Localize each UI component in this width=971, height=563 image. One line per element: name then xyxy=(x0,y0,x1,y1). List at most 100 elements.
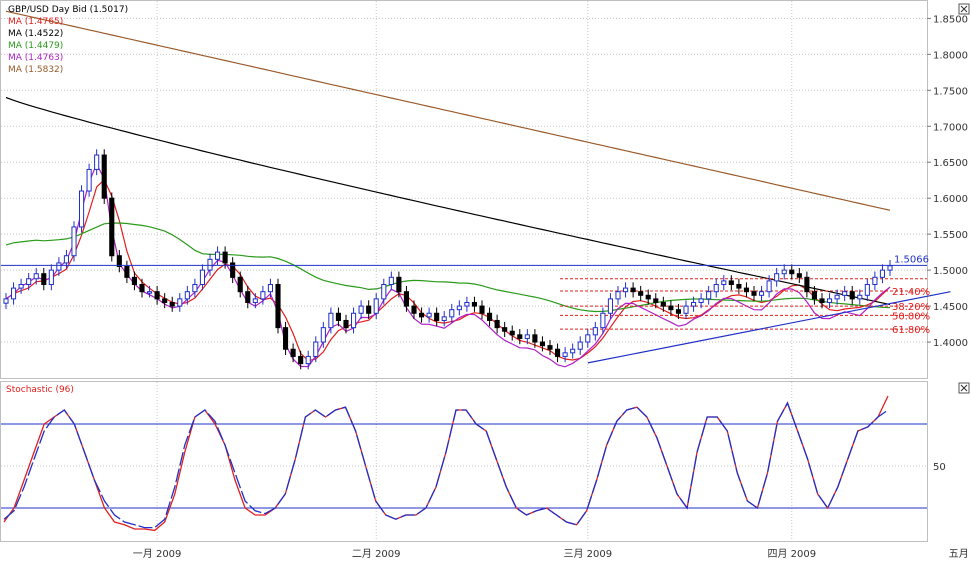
candle xyxy=(879,264,886,284)
candle xyxy=(653,293,659,309)
x-tick-label: 一月 2009 xyxy=(133,548,182,560)
candle xyxy=(94,149,100,176)
y-tick-label: 1.4000 xyxy=(933,338,968,349)
candle xyxy=(434,307,440,327)
fibonacci-levels: 21.40% 38.20%50.00% 61.80% xyxy=(560,278,930,336)
candle xyxy=(3,293,9,309)
moving-average-lines xyxy=(5,10,891,368)
candle xyxy=(154,285,160,305)
price-y-axis: 1.8500 1.8000 1.7500 1.7000 1.6500 1.6000 1.55… xyxy=(927,14,968,349)
candle xyxy=(607,293,614,320)
candle xyxy=(630,282,636,298)
candle xyxy=(532,329,538,348)
price-legend: GBP/USD Day Bid (1.5017) MA (1.4765) MA … xyxy=(8,5,128,75)
candle xyxy=(796,267,802,284)
candle xyxy=(524,329,530,345)
x-tick-label: 五月 2009 xyxy=(949,548,971,560)
candle xyxy=(10,282,17,305)
candle xyxy=(872,271,878,291)
candle xyxy=(230,257,236,284)
candle xyxy=(252,293,258,309)
candle xyxy=(766,275,772,298)
legend-ma-4: MA (1.4763) xyxy=(8,53,63,63)
candle xyxy=(214,246,221,266)
candle xyxy=(600,307,606,334)
moving-average-line xyxy=(5,222,891,313)
x-tick-label: 三月 2009 xyxy=(563,548,612,560)
candle xyxy=(313,336,319,363)
candle xyxy=(713,278,719,298)
candle xyxy=(668,300,674,316)
legend-ma-5: MA (1.5832) xyxy=(8,65,63,75)
candle xyxy=(48,264,54,291)
price-overlays: 1.5066 xyxy=(1,254,951,364)
candle xyxy=(486,307,493,327)
candle xyxy=(471,296,478,312)
moving-average-line xyxy=(5,178,891,362)
candle xyxy=(411,300,417,320)
candle xyxy=(320,321,326,348)
candle xyxy=(683,300,689,320)
y-tick-label: 1.7500 xyxy=(933,86,968,97)
y-tick-label: 1.5000 xyxy=(933,266,968,277)
candle xyxy=(426,307,432,323)
candle xyxy=(645,289,651,305)
candle xyxy=(849,285,855,305)
candle xyxy=(690,296,697,312)
chart-title: GBP/USD Day Bid (1.5017) xyxy=(8,5,128,15)
fibonacci-label: 38.20% xyxy=(892,302,930,313)
candle xyxy=(18,278,24,294)
candle xyxy=(449,303,455,323)
candle xyxy=(418,307,425,323)
candle xyxy=(826,293,833,309)
candle xyxy=(116,249,122,273)
candle xyxy=(267,278,274,298)
candle xyxy=(169,296,175,312)
close-icon[interactable] xyxy=(958,3,970,15)
candle xyxy=(366,300,372,320)
candle xyxy=(328,307,334,334)
y-tick-label: 1.8000 xyxy=(933,50,968,61)
candle xyxy=(615,285,621,305)
candle xyxy=(237,271,243,298)
candle xyxy=(373,293,379,320)
candle xyxy=(358,300,364,320)
close-icon[interactable] xyxy=(958,382,970,394)
candle xyxy=(509,325,515,341)
legend-ma-3: MA (1.4479) xyxy=(8,41,63,51)
candle xyxy=(698,293,704,309)
candle xyxy=(539,336,546,352)
legend-ma-2: MA (1.4522) xyxy=(8,29,63,39)
candle xyxy=(343,314,349,334)
x-tick-label: 四月 2009 xyxy=(767,548,816,560)
fibonacci-label: 50.00% xyxy=(892,311,930,322)
candle xyxy=(41,267,47,291)
candle xyxy=(638,285,644,302)
y-tick-label: 1.5500 xyxy=(933,230,968,241)
candle xyxy=(819,293,825,309)
candle xyxy=(464,296,470,312)
candle xyxy=(381,278,387,305)
candle xyxy=(622,282,629,298)
candle xyxy=(585,329,591,348)
x-tick-label: 二月 2009 xyxy=(352,548,401,560)
candle xyxy=(109,192,115,262)
candle xyxy=(139,278,145,298)
candle xyxy=(290,343,296,363)
moving-average-line xyxy=(5,162,891,368)
price-panel: 1.8500 1.8000 1.7500 1.7000 1.6500 1.6000 1.55… xyxy=(0,0,968,379)
candle xyxy=(804,271,810,298)
candle xyxy=(857,289,863,305)
candle xyxy=(517,329,523,345)
candle xyxy=(162,293,168,309)
price-grid xyxy=(1,1,927,378)
moving-average-line xyxy=(5,96,891,306)
stochastic-panel: Stochastic (96) 50 xyxy=(0,381,946,542)
candle xyxy=(736,278,742,294)
candle xyxy=(441,311,447,327)
candle xyxy=(56,257,62,276)
candle xyxy=(758,285,765,302)
candle xyxy=(592,321,598,341)
candlesticks xyxy=(3,149,893,370)
y-tick-label: 1.6000 xyxy=(933,194,968,205)
